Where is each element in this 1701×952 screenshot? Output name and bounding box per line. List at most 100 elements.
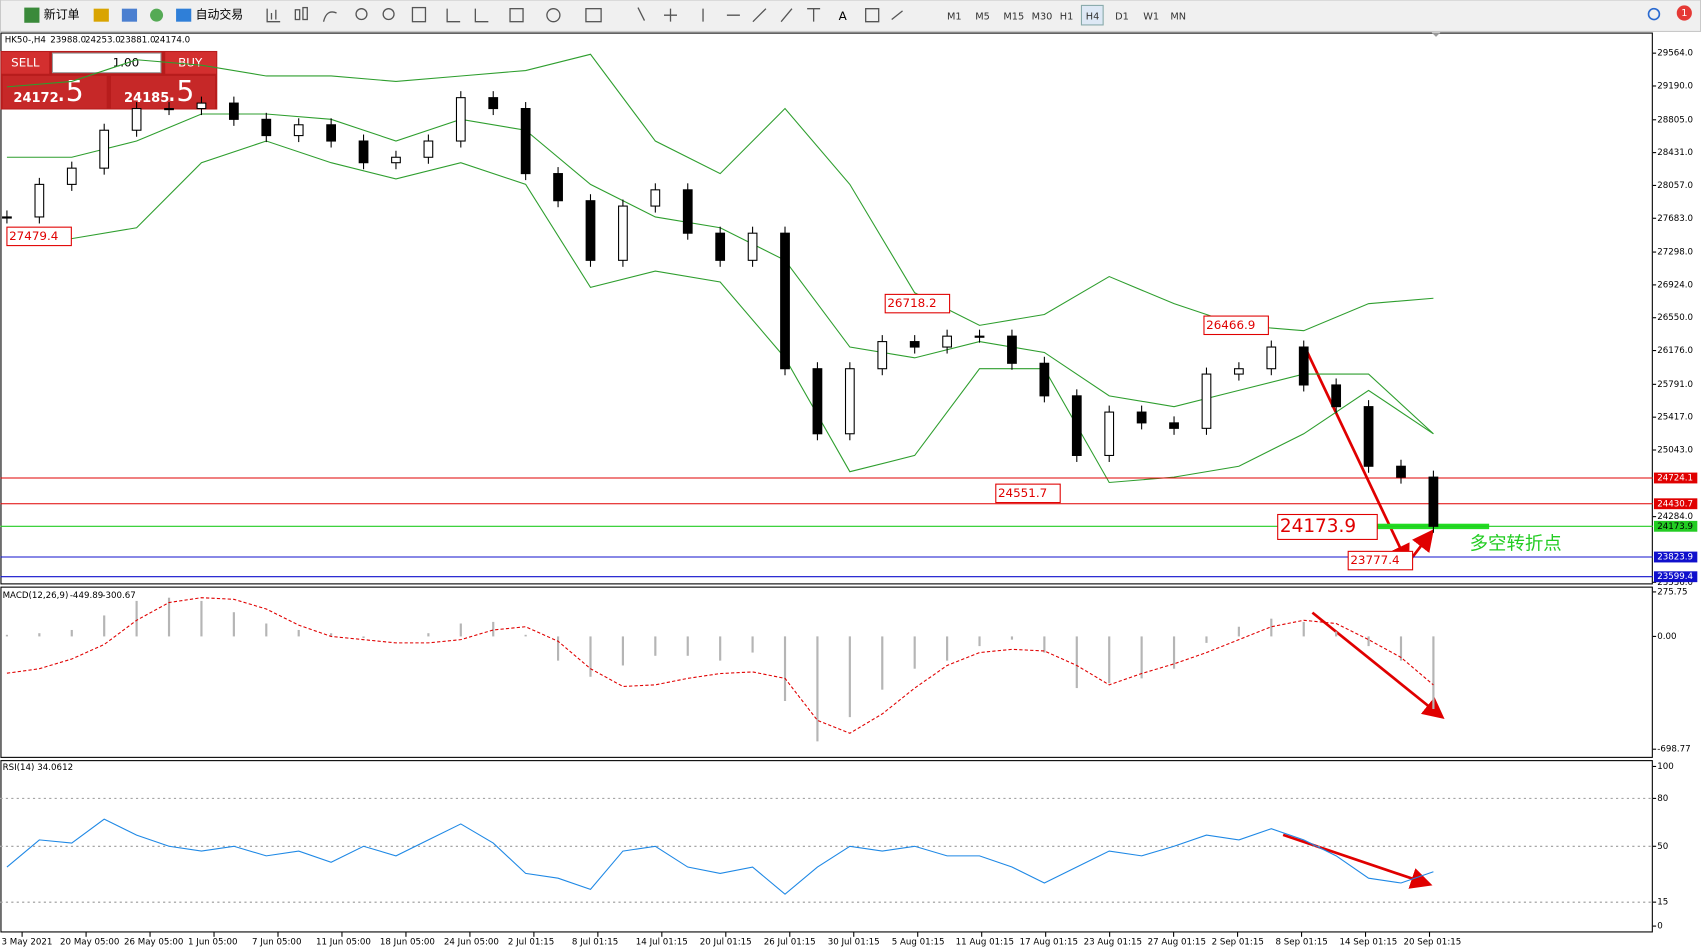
timeframe-button[interactable]: M1 (947, 11, 962, 22)
candle-body (618, 205, 628, 261)
x-tick-label: 18 Jun 05:00 (380, 938, 435, 948)
price-level-tag (1653, 551, 1698, 563)
ask-price: 24185 (124, 91, 169, 106)
y-tick-label: 27298.0 (1657, 248, 1693, 258)
candle-body (293, 124, 304, 137)
y-tick-label: 26550.0 (1657, 313, 1693, 323)
y-tick-label: 27683.0 (1657, 214, 1693, 224)
price-level-label: 24173.9 (1657, 522, 1693, 532)
buy-label[interactable]: BUY (178, 55, 203, 69)
y-tick-label: 29564.0 (1657, 49, 1693, 59)
price-level-label: 23823.9 (1657, 553, 1693, 563)
timeframe-button[interactable]: D1 (1115, 11, 1129, 22)
price-annotation: 27479.4 (9, 229, 58, 243)
shift-marker (1431, 32, 1441, 37)
candle-body (1104, 411, 1115, 456)
timeframe-button[interactable]: H1 (1060, 11, 1074, 22)
timeframe-button[interactable]: M15 (1003, 11, 1024, 22)
search-icon[interactable] (1647, 7, 1661, 21)
active-timeframe (1080, 4, 1104, 26)
candle-body (1396, 465, 1406, 478)
tool-icon[interactable] (150, 8, 164, 22)
timeframe-button[interactable]: W1 (1143, 11, 1159, 22)
candle-body (326, 124, 337, 142)
tool-icon[interactable] (121, 8, 138, 22)
candle-body (131, 108, 142, 131)
y-tick-label: 29190.0 (1657, 81, 1693, 91)
candle-body (66, 167, 77, 185)
candle-body (1234, 368, 1244, 375)
candle-body (553, 173, 563, 202)
new-order-button[interactable]: 新订单 (44, 8, 80, 22)
candle-body (1298, 346, 1309, 386)
candle-body (455, 97, 466, 142)
symbol-title: HK50-,H4 (5, 36, 47, 46)
macd-panel (0, 586, 1653, 758)
price-annotation-box (1277, 513, 1378, 540)
x-tick-label: 14 Jul 01:15 (636, 938, 688, 948)
timeframe-button[interactable]: MN (1170, 11, 1186, 22)
notification-badge[interactable] (1676, 5, 1692, 21)
x-tick-label: 7 Jun 05:00 (252, 938, 301, 948)
rsi-line (6, 818, 1434, 895)
price-level-tag (1653, 472, 1698, 484)
price-annotation: 24551.7 (998, 486, 1047, 500)
sell-button[interactable] (1, 52, 50, 74)
price-annotation-box (1203, 315, 1269, 336)
y-tick-label: -698.77 (1657, 745, 1690, 755)
price-annotation-box (1347, 550, 1414, 571)
y-tick-label: 25417.0 (1657, 413, 1693, 423)
candle-body (650, 189, 661, 207)
ohlc-readout: 24174.0 (154, 36, 190, 46)
y-tick-label: 23536.0 (1657, 578, 1693, 588)
price-annotation: 26718.2 (887, 296, 936, 310)
lot-value[interactable]: 1.00 (113, 55, 140, 69)
bollinger-band (6, 53, 1434, 332)
y-tick-label: 0.00 (1657, 632, 1676, 642)
y-tick-label: 15 (1657, 898, 1668, 908)
y-tick-label: 28057.0 (1657, 181, 1693, 191)
ohlc-readout: 23881.0 (120, 36, 156, 46)
ask-fraction: .5 (167, 75, 194, 108)
x-tick-label: 8 Sep 01:15 (1276, 938, 1328, 948)
bid-box[interactable] (2, 75, 107, 109)
y-tick-label: 28431.0 (1657, 148, 1693, 158)
candle-body (974, 335, 985, 338)
x-tick-label: 8 Jul 01:15 (572, 938, 618, 948)
x-tick-label: 20 Jul 01:15 (700, 938, 752, 948)
candle-body (1136, 411, 1147, 424)
candle-body (1428, 476, 1439, 527)
candle-body (1201, 373, 1212, 429)
price-level-tag (1653, 571, 1698, 583)
main-panel (0, 32, 1653, 585)
timeframe-button[interactable]: M30 (1032, 11, 1053, 22)
price-level-tag (1653, 498, 1698, 510)
tool-icon[interactable] (93, 8, 109, 22)
buy-button[interactable] (165, 52, 217, 74)
ohlc-readout: 24253.0 (85, 36, 121, 46)
candle-body (520, 108, 531, 175)
candle-body (812, 368, 823, 435)
candle-body (1039, 362, 1050, 397)
x-tick-label: 26 Jul 01:15 (764, 938, 816, 948)
x-tick-label: 27 Aug 01:15 (1148, 938, 1206, 948)
candle-body (391, 156, 401, 164)
candle-body (1169, 422, 1179, 429)
indicator-title: RSI(14) (3, 763, 35, 773)
y-tick-label: 80 (1657, 794, 1668, 804)
auto-trading-icon[interactable] (176, 8, 192, 22)
sell-label[interactable]: SELL (11, 55, 40, 69)
auto-trading-button[interactable]: 自动交易 (196, 8, 244, 22)
text-tool[interactable]: A (839, 9, 848, 23)
new-order-icon[interactable] (24, 7, 40, 23)
candle-body (844, 368, 855, 435)
candle-body (228, 102, 239, 120)
candle-body (34, 183, 45, 218)
timeframe-button[interactable]: H4 (1086, 11, 1100, 22)
timeframe-button[interactable]: M5 (975, 11, 990, 22)
x-tick-label: 17 Aug 01:15 (1020, 938, 1078, 948)
lot-field[interactable] (51, 52, 162, 74)
x-tick-label: 3 May 2021 (2, 938, 53, 948)
price-annotation: 24173.9 (1280, 516, 1356, 537)
